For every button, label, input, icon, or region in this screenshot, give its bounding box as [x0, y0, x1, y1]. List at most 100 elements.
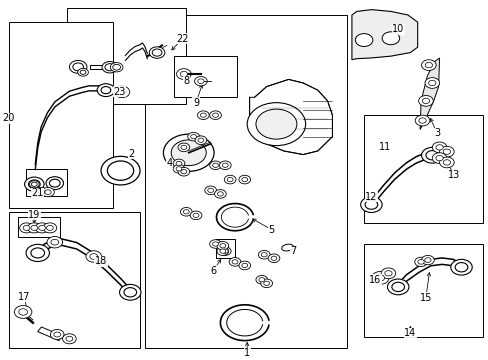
Circle shape: [118, 89, 125, 95]
Circle shape: [190, 211, 202, 220]
Circle shape: [214, 190, 226, 198]
Circle shape: [114, 86, 129, 98]
Circle shape: [391, 282, 404, 292]
Circle shape: [209, 161, 221, 170]
Circle shape: [176, 69, 191, 80]
Circle shape: [424, 78, 439, 88]
Circle shape: [178, 167, 189, 176]
Circle shape: [97, 84, 115, 96]
Circle shape: [152, 49, 162, 56]
Text: 20: 20: [2, 113, 15, 123]
Circle shape: [27, 223, 41, 233]
Circle shape: [267, 254, 279, 262]
Circle shape: [66, 336, 73, 341]
Circle shape: [86, 251, 102, 262]
Circle shape: [69, 60, 87, 73]
Circle shape: [62, 334, 76, 344]
Circle shape: [110, 63, 122, 72]
Bar: [144, 15, 346, 348]
Circle shape: [197, 111, 209, 120]
Circle shape: [180, 207, 192, 216]
Bar: [67, 8, 186, 104]
Circle shape: [425, 62, 432, 68]
Text: 4: 4: [166, 158, 172, 168]
Circle shape: [176, 167, 182, 171]
Text: 3: 3: [433, 128, 439, 138]
Circle shape: [355, 33, 372, 46]
Circle shape: [54, 332, 61, 337]
Circle shape: [428, 80, 435, 86]
Circle shape: [414, 115, 429, 126]
Circle shape: [217, 192, 223, 196]
Circle shape: [212, 242, 218, 246]
Circle shape: [381, 32, 399, 45]
Circle shape: [375, 275, 384, 281]
Circle shape: [239, 261, 250, 270]
Polygon shape: [351, 10, 417, 60]
Text: 2: 2: [128, 149, 134, 159]
Circle shape: [198, 138, 203, 142]
Circle shape: [212, 163, 218, 167]
Bar: [215, 239, 235, 258]
Circle shape: [431, 153, 446, 163]
Bar: [8, 212, 140, 348]
Text: 9: 9: [193, 98, 199, 108]
Circle shape: [19, 309, 27, 315]
Circle shape: [421, 60, 435, 71]
Circle shape: [46, 177, 63, 190]
Circle shape: [105, 64, 115, 71]
Circle shape: [31, 182, 37, 186]
Text: 11: 11: [378, 142, 390, 152]
Circle shape: [222, 249, 228, 253]
Text: 23: 23: [113, 87, 125, 97]
Circle shape: [217, 242, 228, 250]
Text: 17: 17: [19, 292, 31, 302]
Polygon shape: [419, 58, 439, 130]
Circle shape: [190, 135, 196, 139]
Circle shape: [23, 225, 30, 230]
Circle shape: [41, 188, 54, 197]
Text: 19: 19: [28, 210, 41, 220]
Bar: [25, 169, 67, 196]
Circle shape: [193, 213, 199, 217]
Text: 1: 1: [244, 348, 250, 358]
Circle shape: [78, 68, 88, 76]
Circle shape: [181, 145, 186, 149]
Ellipse shape: [281, 244, 293, 251]
Circle shape: [173, 165, 184, 173]
Circle shape: [35, 188, 48, 197]
Circle shape: [258, 251, 269, 259]
Circle shape: [183, 210, 189, 214]
Circle shape: [24, 177, 44, 192]
Circle shape: [442, 160, 449, 165]
Text: 10: 10: [391, 24, 404, 34]
Circle shape: [187, 132, 199, 141]
Circle shape: [424, 258, 430, 262]
Circle shape: [255, 275, 267, 284]
Circle shape: [431, 142, 446, 153]
Circle shape: [220, 244, 225, 248]
Circle shape: [45, 190, 51, 194]
Circle shape: [51, 239, 59, 245]
Circle shape: [209, 240, 221, 248]
Text: 5: 5: [268, 225, 274, 235]
Bar: [90, 65, 104, 69]
Circle shape: [219, 161, 231, 170]
Circle shape: [439, 146, 453, 157]
Circle shape: [365, 200, 377, 209]
Circle shape: [163, 134, 214, 171]
Circle shape: [90, 254, 98, 259]
Bar: [364, 115, 483, 222]
Circle shape: [384, 271, 391, 276]
Circle shape: [204, 186, 216, 195]
Circle shape: [246, 103, 305, 145]
Circle shape: [43, 223, 57, 233]
Circle shape: [49, 179, 60, 187]
Circle shape: [414, 257, 427, 266]
Circle shape: [418, 95, 432, 106]
Circle shape: [149, 47, 164, 58]
Circle shape: [421, 256, 433, 265]
Circle shape: [47, 237, 62, 248]
Circle shape: [258, 278, 264, 282]
Circle shape: [450, 259, 471, 275]
